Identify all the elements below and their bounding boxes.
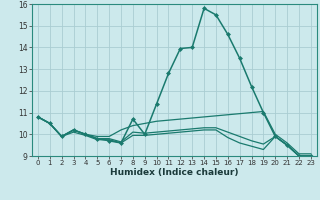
X-axis label: Humidex (Indice chaleur): Humidex (Indice chaleur): [110, 168, 239, 177]
